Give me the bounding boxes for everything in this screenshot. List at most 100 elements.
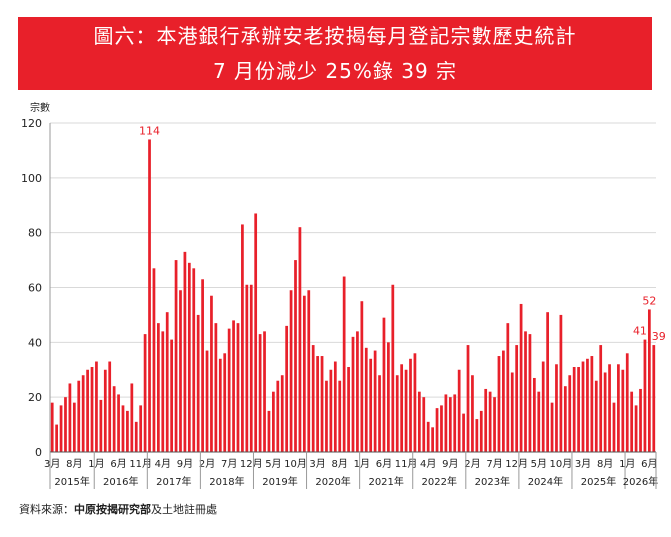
x-tick-label: 12月 <box>505 458 528 470</box>
bar <box>99 399 103 452</box>
bar <box>652 345 656 452</box>
bar <box>479 410 483 453</box>
bar <box>426 421 430 452</box>
bar <box>382 317 386 452</box>
bar <box>126 410 129 453</box>
bar <box>395 375 399 452</box>
bar <box>302 295 306 452</box>
bar <box>612 402 616 452</box>
bar <box>59 405 63 452</box>
bar <box>577 367 580 452</box>
x-tick-label: 12月 <box>240 458 263 470</box>
bar <box>174 260 178 452</box>
bar <box>320 356 324 452</box>
bar <box>621 369 625 452</box>
bar <box>342 276 346 452</box>
bar <box>333 361 337 452</box>
x-tick-label: 8月 <box>597 458 613 470</box>
bar <box>435 408 439 452</box>
bar <box>143 334 147 452</box>
bar <box>192 268 196 452</box>
x-tick-label: 8月 <box>66 458 82 470</box>
bar <box>524 331 527 452</box>
bar <box>484 388 488 452</box>
bar <box>581 361 585 452</box>
y-tick-label: 60 <box>28 282 42 295</box>
bar <box>285 325 289 452</box>
x-tick-label: 1月 <box>619 458 635 470</box>
x-tick-label: 5月 <box>265 458 281 470</box>
bar <box>457 369 461 452</box>
bar <box>112 386 116 452</box>
bar <box>254 213 258 452</box>
x-tick-label: 2月 <box>464 458 480 470</box>
bar <box>647 309 651 452</box>
year-label: 2026年 <box>623 475 658 488</box>
bar <box>391 284 395 452</box>
bar <box>338 380 342 452</box>
bar <box>488 391 492 452</box>
bar <box>475 419 479 452</box>
x-tick-label: 11月 <box>129 458 152 470</box>
bar <box>586 358 589 452</box>
bar <box>599 345 603 452</box>
bar <box>329 369 333 452</box>
x-tick-label: 8月 <box>332 458 348 470</box>
bar <box>364 347 368 452</box>
bar <box>223 353 227 452</box>
bar <box>241 224 244 452</box>
bar <box>608 364 611 452</box>
bar <box>134 421 138 452</box>
bar <box>236 323 240 452</box>
bar <box>493 397 496 452</box>
x-tick-label: 9月 <box>177 458 193 470</box>
bar <box>170 339 174 452</box>
x-tick-label: 9月 <box>442 458 458 470</box>
source-suffix: 及土地註冊處 <box>151 503 217 516</box>
bar <box>590 356 594 452</box>
source-prefix: 資料來源： <box>19 503 74 516</box>
bar <box>152 268 156 452</box>
bar <box>369 358 373 452</box>
bar <box>183 251 187 452</box>
x-tick-label: 6月 <box>110 458 126 470</box>
bar <box>205 350 209 452</box>
bar <box>55 424 58 452</box>
x-tick-label: 10月 <box>550 458 573 470</box>
x-tick-label: 6月 <box>641 458 657 470</box>
year-label: 2016年 <box>103 475 138 488</box>
bar <box>90 367 94 452</box>
bar <box>139 405 143 452</box>
data-label: 39 <box>652 330 666 343</box>
y-axis-label: 宗數 <box>30 101 50 114</box>
bar <box>546 312 549 452</box>
data-label: 52 <box>642 294 656 307</box>
x-tick-label: 11月 <box>395 458 418 470</box>
bar <box>515 345 519 452</box>
y-tick-label: 0 <box>35 446 42 459</box>
bar <box>630 391 634 452</box>
bar <box>563 386 567 452</box>
bar <box>276 380 280 452</box>
bar <box>187 262 191 452</box>
bar <box>466 345 470 452</box>
bar <box>77 380 81 452</box>
bar <box>378 375 381 452</box>
bar <box>462 413 465 452</box>
bar <box>594 380 598 452</box>
y-tick-label: 100 <box>21 172 42 185</box>
bar <box>550 402 554 452</box>
year-label: 2019年 <box>262 475 297 488</box>
bar <box>502 350 505 452</box>
bar <box>298 227 302 452</box>
bar <box>360 301 364 452</box>
bar <box>448 397 452 452</box>
bar <box>108 361 112 452</box>
bar <box>400 364 404 452</box>
bar <box>617 364 620 452</box>
bar <box>347 367 350 452</box>
bar <box>161 331 165 452</box>
bar <box>541 361 545 452</box>
bar <box>325 380 328 452</box>
